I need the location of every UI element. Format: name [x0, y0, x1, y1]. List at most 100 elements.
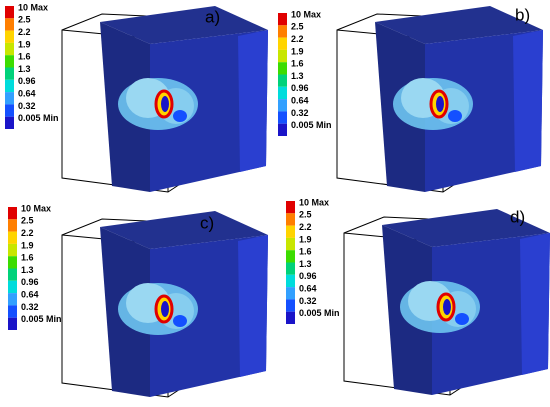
legend-label: 0.005 Min: [21, 314, 62, 324]
legend: 10 Max 2.5 2.2 1.9 1.6 1.3 0.96 0.64 0.32 0.005 M…: [8, 203, 62, 330]
stress-core: [161, 301, 169, 317]
block-top: [382, 209, 550, 247]
legend-label: 0.96: [21, 277, 39, 287]
legend-label: 2.5: [299, 210, 312, 220]
panel-label: c): [200, 213, 214, 232]
legend-label: 10 Max: [18, 2, 48, 12]
block-side: [238, 30, 268, 172]
legend-label: 0.64: [18, 88, 36, 98]
legend-label: 2.2: [299, 222, 312, 232]
legend-swatch: [286, 311, 295, 324]
legend-label: 0.005 Min: [291, 120, 332, 130]
legend-swatch: [286, 225, 295, 238]
legend: 10 Max 2.5 2.2 1.9 1.6 1.3 0.96 0.64 0.32 0.005 M…: [5, 2, 59, 129]
legend-label: 1.9: [291, 46, 304, 56]
legend-label: 0.32: [291, 108, 309, 118]
legend-swatch: [8, 231, 17, 244]
legend-label: 2.5: [18, 15, 31, 25]
legend-label: 1.6: [21, 253, 34, 263]
legend-label: 2.2: [18, 27, 31, 37]
block-face: [432, 233, 550, 395]
legend-swatch: [278, 74, 287, 87]
stress-core: [436, 96, 444, 112]
legend-swatch: [5, 42, 14, 56]
panel: [336, 6, 543, 193]
block-top: [100, 211, 268, 249]
legend-swatch: [5, 79, 14, 93]
legend-swatch: [286, 201, 295, 214]
legend-swatch: [286, 299, 295, 312]
legend-label: 1.3: [18, 64, 31, 74]
legend-swatch: [8, 305, 17, 318]
legend-label: 0.32: [21, 302, 39, 312]
stress-low: [173, 110, 187, 122]
legend-swatch: [286, 250, 295, 263]
legend-swatch: [286, 213, 295, 226]
legend-label: 0.64: [21, 289, 39, 299]
stress-low: [455, 313, 469, 325]
legend-swatch: [8, 317, 17, 330]
legend-swatch: [5, 92, 14, 105]
legend-swatch: [8, 243, 17, 257]
legend-swatch: [5, 55, 14, 68]
legend-label: 0.96: [18, 76, 36, 86]
legend-swatch: [8, 256, 17, 269]
legend-label: 1.3: [299, 259, 312, 269]
legend-label: 1.3: [21, 265, 34, 275]
legend-label: 1.9: [299, 234, 312, 244]
stress-low: [448, 110, 462, 122]
legend-swatch: [5, 30, 14, 43]
block-top: [375, 6, 543, 44]
block-face: [150, 235, 268, 397]
legend-label: 10 Max: [291, 9, 321, 19]
legend-label: 0.32: [18, 101, 36, 111]
legend-swatch: [8, 207, 17, 220]
legend-swatch: [286, 237, 295, 251]
legend-label: 2.2: [291, 34, 304, 44]
legend-label: 0.64: [291, 95, 309, 105]
legend-swatch: [8, 219, 17, 232]
legend-label: 1.6: [299, 247, 312, 257]
legend-label: 1.9: [21, 240, 34, 250]
legend-swatch: [278, 99, 287, 112]
legend-swatch: [278, 25, 287, 38]
legend-swatch: [278, 62, 287, 75]
legend-label: 0.64: [299, 283, 317, 293]
legend-swatch: [8, 280, 17, 294]
legend-swatch: [286, 274, 295, 288]
legend-label: 10 Max: [299, 197, 329, 207]
legend-label: 0.005 Min: [18, 113, 59, 123]
legend-label: 0.005 Min: [299, 308, 340, 318]
legend-label: 1.6: [18, 52, 31, 62]
legend-swatch: [278, 123, 287, 136]
panel: [343, 209, 550, 396]
block-side: [513, 30, 543, 172]
block-side: [238, 235, 268, 377]
block-face: [150, 30, 268, 192]
panel-label: a): [205, 7, 220, 26]
legend-label: 0.96: [291, 83, 309, 93]
legend-label: 10 Max: [21, 203, 51, 213]
stress-core: [443, 299, 451, 315]
block-face: [425, 30, 543, 192]
legend-swatch: [5, 6, 14, 19]
legend-swatch: [5, 18, 14, 31]
legend-swatch: [5, 116, 14, 129]
panel-label: b): [515, 5, 530, 24]
block-side: [520, 233, 550, 375]
legend: 10 Max 2.5 2.2 1.9 1.6 1.3 0.96 0.64 0.32 0.005 M…: [286, 197, 340, 324]
legend-label: 1.6: [291, 59, 304, 69]
legend-label: 2.5: [21, 216, 34, 226]
panel: [61, 6, 268, 193]
legend-swatch: [8, 293, 17, 306]
legend-swatch: [278, 13, 287, 26]
panel: [61, 211, 268, 398]
legend-label: 1.3: [291, 71, 304, 81]
block-top: [100, 6, 268, 44]
legend-label: 0.96: [299, 271, 317, 281]
legend-swatch: [278, 111, 287, 124]
stress-core: [161, 96, 169, 112]
legend-swatch: [5, 67, 14, 80]
panel-label: d): [510, 207, 525, 226]
